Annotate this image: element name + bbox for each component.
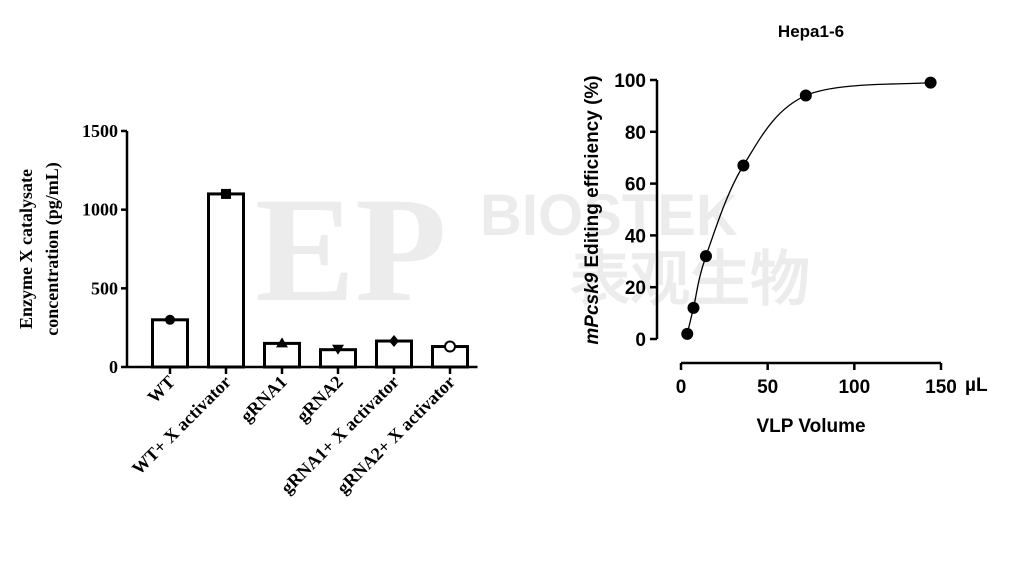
bar-wt-x-activator — [207, 192, 245, 369]
data-point — [681, 327, 694, 340]
y-tick-label: 500 — [91, 278, 118, 298]
y-tick-label: 40 — [625, 226, 646, 247]
x-tick-label: gRNA1 — [236, 372, 290, 426]
watermark-cn: 表观生物 — [570, 246, 810, 313]
y-axis-label-line: Enzyme X catalysate — [16, 169, 36, 329]
x-tick-label: 0 — [676, 377, 687, 398]
data-point — [699, 250, 712, 263]
data-point — [737, 159, 750, 172]
y-tick-label: 20 — [625, 278, 646, 299]
x-tick-label: 100 — [838, 377, 870, 398]
bar-wt — [151, 318, 189, 369]
data-point — [687, 301, 700, 314]
y-tick-label: 80 — [625, 123, 646, 144]
x-tick-label: WT — [143, 372, 178, 407]
marker-triangle-up — [276, 337, 288, 348]
y-tick-label: 100 — [614, 71, 646, 92]
marker-open-circle — [444, 340, 456, 353]
y-tick-label: 60 — [625, 175, 646, 196]
marker-triangle-down — [332, 344, 344, 355]
watermark: EP BIOSTEK 表观生物 — [255, 167, 810, 333]
y-axis-label: mPcsk9 Editing efficiency (%) — [582, 75, 603, 344]
y-tick-label: 1500 — [82, 121, 118, 141]
watermark-biostek: BIOSTEK — [480, 183, 738, 248]
data-point — [799, 89, 812, 102]
marker-diamond — [389, 335, 399, 348]
marker-square — [221, 188, 231, 199]
y-axis-label-text: Editing efficiency (%) — [582, 75, 603, 272]
x-tick-label: 50 — [757, 377, 778, 398]
y-axis-label-gene: mPcsk9 — [582, 272, 603, 344]
chart-title: Hepa1-6 — [778, 22, 844, 41]
x-tick-label: WT+ X activator — [128, 372, 235, 479]
y-axis-label: Enzyme X catalysate concentration (pg/mL) — [16, 162, 63, 335]
x-tick-label: gRNA2 — [292, 372, 346, 426]
y-tick-label: 0 — [635, 330, 646, 351]
data-point — [924, 76, 937, 89]
watermark-ep: EP — [255, 167, 447, 333]
y-tick-label: 1000 — [82, 200, 118, 220]
y-tick-label: 0 — [109, 357, 118, 377]
line-chart: Hepa1-6 0 20 40 60 80 100 0 50 100 150 µL VLP Volume… — [582, 22, 988, 437]
y-axis-label-line: concentration (pg/mL) — [42, 162, 63, 335]
marker-circle — [165, 314, 175, 325]
x-unit-label: µL — [965, 375, 988, 396]
x-tick-label: 150 — [925, 377, 957, 398]
x-axis-label: VLP Volume — [756, 416, 865, 437]
